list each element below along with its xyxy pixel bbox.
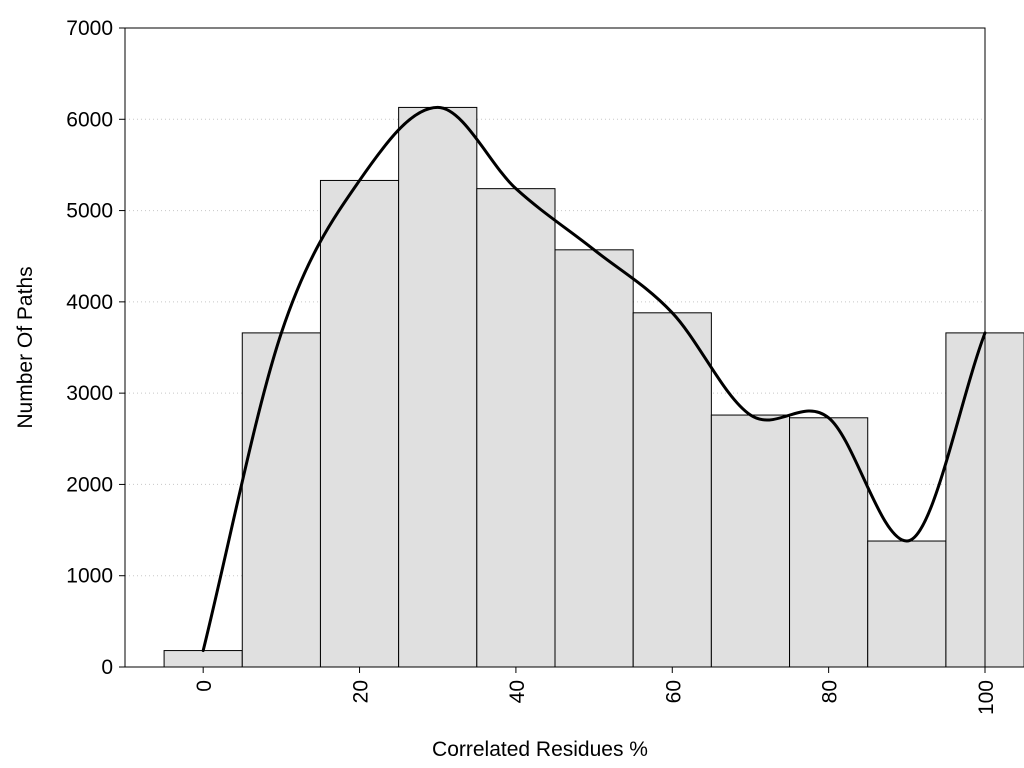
bar-50 (554, 249, 634, 668)
x-tick-label: 20 (350, 680, 373, 703)
x-tick-label: 80 (819, 680, 842, 703)
y-tick-label: 3000 (66, 382, 113, 405)
y-tick-label: 6000 (66, 108, 113, 131)
bar-70 (710, 414, 791, 668)
x-tick-label: 100 (975, 680, 998, 715)
plot-frame (124, 27, 986, 668)
y-axis-title: Number Of Paths (14, 266, 37, 428)
y-tick-label: 1000 (66, 565, 113, 588)
bar-30 (398, 106, 478, 668)
x-axis-title: Correlated Residues % (432, 738, 648, 761)
y-tick-label: 7000 (66, 17, 113, 40)
smooth-curve (201, 105, 987, 653)
bar-20 (319, 179, 400, 668)
x-axis: 0 20 40 60 80 100 (193, 667, 998, 715)
x-tick-label: 60 (662, 680, 685, 703)
curve-layer (201, 105, 987, 653)
bar-0 (163, 650, 243, 668)
y-tick-label: 0 (101, 656, 113, 679)
y-axis: 0 1000 2000 3000 4000 5000 6000 7000 (66, 17, 125, 679)
x-tick-label: 0 (193, 680, 216, 692)
bar-90 (867, 540, 947, 668)
x-tick-label: 40 (506, 680, 529, 703)
bar-80 (789, 417, 869, 668)
bar-10 (241, 332, 321, 668)
bar-40 (476, 188, 556, 668)
bar-60 (632, 312, 712, 668)
y-tick-label: 2000 (66, 473, 113, 496)
y-tick-label: 5000 (66, 200, 113, 223)
y-tick-label: 4000 (66, 291, 113, 314)
bars-layer (163, 106, 1024, 668)
